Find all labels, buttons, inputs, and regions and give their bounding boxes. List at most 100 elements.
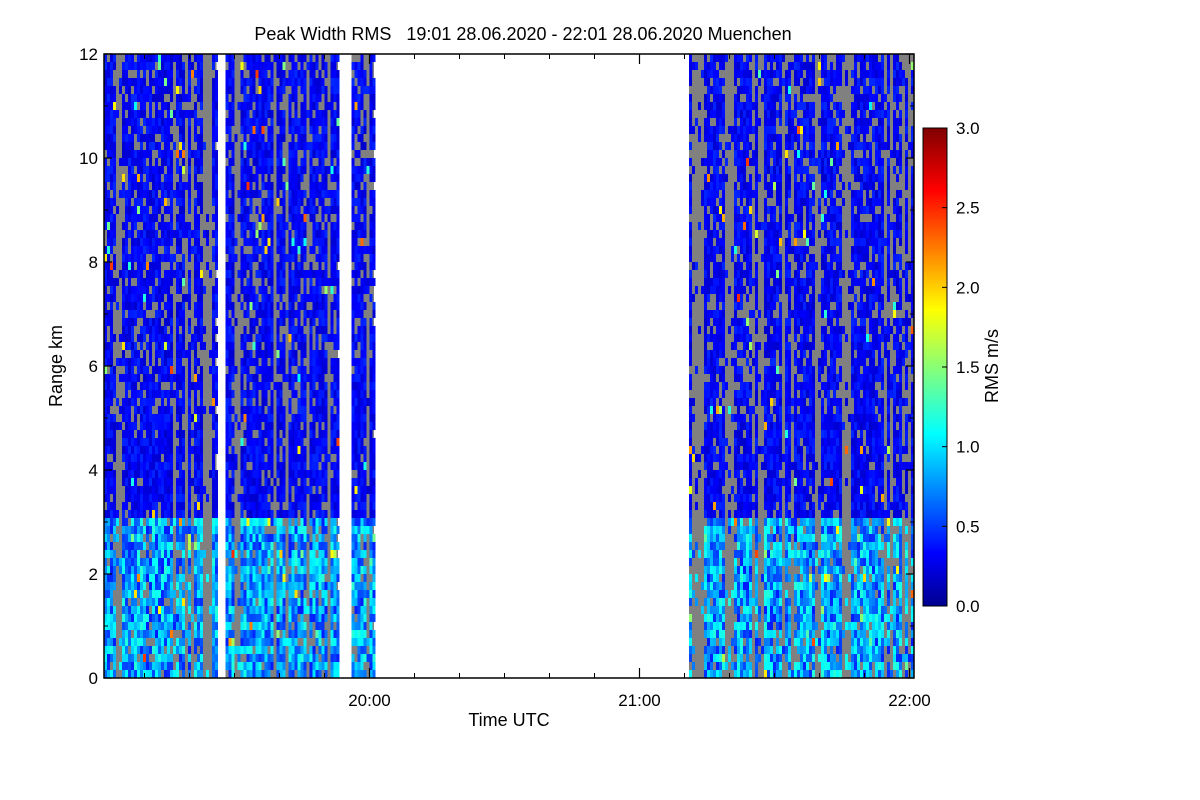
- heatmap-cell: [357, 366, 361, 374]
- heatmap-cell: [137, 78, 140, 86]
- heatmap-cell: [143, 190, 146, 198]
- heatmap-cell: [146, 382, 149, 390]
- heatmap-cell: [360, 142, 364, 150]
- heatmap-cell: [324, 558, 328, 566]
- heatmap-cell: [164, 326, 167, 334]
- heatmap-cell: [321, 478, 325, 486]
- heatmap-cell: [303, 630, 307, 638]
- heatmap-cell: [212, 454, 215, 462]
- heatmap-cell: [354, 518, 358, 526]
- heatmap-cell: [167, 526, 170, 534]
- heatmap-cell: [122, 654, 125, 662]
- heatmap-cell: [131, 382, 134, 390]
- heatmap-cell: [143, 382, 146, 390]
- heatmap-cell: [170, 254, 173, 262]
- heatmap-cell: [264, 638, 268, 646]
- heatmap-cell: [231, 670, 235, 678]
- heatmap-cell: [155, 550, 158, 558]
- heatmap-cell: [336, 662, 340, 670]
- heatmap-cell: [164, 198, 167, 206]
- heatmap-cell: [366, 166, 370, 174]
- heatmap-cell: [252, 406, 256, 414]
- heatmap-cell: [336, 390, 340, 398]
- heatmap-cell: [122, 318, 125, 326]
- heatmap-cell: [194, 398, 197, 406]
- heatmap-cell: [336, 182, 340, 190]
- heatmap-cell: [152, 526, 155, 534]
- heatmap-cell: [225, 94, 229, 102]
- heatmap-cell: [134, 574, 137, 582]
- heatmap-cell: [270, 590, 274, 598]
- heatmap-cell: [212, 406, 215, 414]
- heatmap-cell: [261, 262, 265, 270]
- heatmap-cell: [179, 126, 182, 134]
- heatmap-cell: [372, 598, 376, 606]
- heatmap-cell: [336, 198, 340, 206]
- heatmap-cell: [143, 78, 146, 86]
- heatmap-cell: [152, 246, 155, 254]
- heatmap-cell: [107, 350, 110, 358]
- heatmap-cell: [128, 94, 131, 102]
- heatmap-cell: [357, 222, 361, 230]
- heatmap-cell: [294, 294, 298, 302]
- heatmap-cell: [197, 598, 200, 606]
- heatmap-cell: [291, 566, 295, 574]
- heatmap-cell: [140, 422, 143, 430]
- heatmap-cell: [146, 206, 149, 214]
- heatmap-cell: [146, 126, 149, 134]
- heatmap-cell: [261, 94, 265, 102]
- heatmap-cell: [324, 582, 328, 590]
- heatmap-cell: [161, 446, 164, 454]
- heatmap-cell: [182, 494, 185, 502]
- heatmap-cell: [330, 542, 334, 550]
- heatmap-cell: [149, 278, 152, 286]
- heatmap-cell: [161, 62, 164, 70]
- heatmap-cell: [369, 558, 373, 566]
- heatmap-cell: [279, 670, 283, 678]
- heatmap-cell: [215, 182, 218, 190]
- heatmap-cell: [692, 414, 695, 422]
- heatmap-cell: [155, 118, 158, 126]
- heatmap-cell: [357, 246, 361, 254]
- heatmap-cell: [137, 614, 140, 622]
- heatmap-cell: [146, 622, 149, 630]
- heatmap-cell: [364, 46, 367, 54]
- heatmap-cell: [246, 382, 250, 390]
- heatmap-cell: [303, 222, 307, 230]
- heatmap-cell: [228, 462, 232, 470]
- heatmap-cell: [225, 510, 229, 518]
- heatmap-cell: [152, 510, 155, 518]
- heatmap-cell: [369, 270, 373, 278]
- heatmap-cell: [164, 470, 167, 478]
- heatmap-cell: [363, 494, 367, 502]
- heatmap-cell: [155, 246, 158, 254]
- heatmap-cell: [243, 566, 247, 574]
- heatmap-cell: [246, 638, 250, 646]
- heatmap-cell: [149, 102, 152, 110]
- heatmap-cell: [158, 470, 161, 478]
- heatmap-cell: [182, 86, 185, 94]
- heatmap-cell: [225, 478, 229, 486]
- heatmap-cell: [309, 486, 313, 494]
- heatmap-cell: [315, 478, 319, 486]
- heatmap-cell: [315, 526, 319, 534]
- heatmap-cell: [146, 606, 149, 614]
- heatmap-cell: [336, 134, 340, 142]
- heatmap-cell: [212, 598, 215, 606]
- heatmap-cell: [249, 566, 253, 574]
- heatmap-cell: [282, 358, 286, 366]
- heatmap-cell: [276, 430, 280, 438]
- heatmap-cell: [167, 318, 170, 326]
- heatmap-cell: [363, 518, 367, 526]
- heatmap-cell: [312, 94, 316, 102]
- heatmap-cell: [125, 534, 128, 542]
- heatmap-cell: [330, 230, 334, 238]
- heatmap-cell: [315, 190, 319, 198]
- heatmap-cell: [291, 670, 295, 678]
- heatmap-cell: [152, 598, 155, 606]
- heatmap-cell: [303, 70, 307, 78]
- heatmap-cell: [297, 630, 301, 638]
- heatmap-cell: [351, 662, 355, 670]
- heatmap-cell: [125, 654, 128, 662]
- heatmap-cell: [149, 142, 152, 150]
